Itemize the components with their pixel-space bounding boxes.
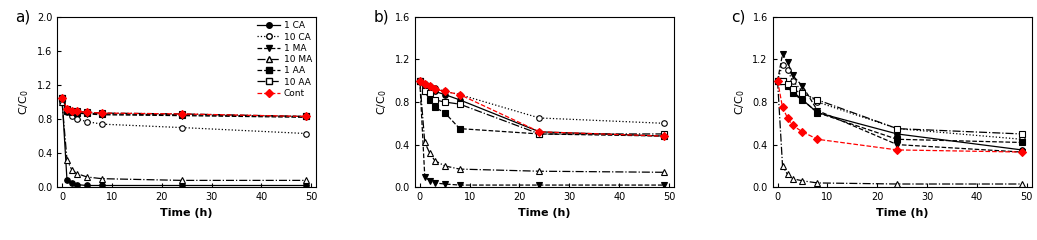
Y-axis label: C/C$_0$: C/C$_0$ [375, 89, 389, 115]
Y-axis label: C/C$_0$: C/C$_0$ [18, 89, 31, 115]
Y-axis label: C/C$_0$: C/C$_0$ [733, 89, 747, 115]
X-axis label: Time (h): Time (h) [518, 208, 570, 218]
Legend: 1 CA, 10 CA, 1 MA, 10 MA, 1 AA, 10 AA, Cont: 1 CA, 10 CA, 1 MA, 10 MA, 1 AA, 10 AA, C… [255, 19, 313, 100]
X-axis label: Time (h): Time (h) [161, 208, 213, 218]
X-axis label: Time (h): Time (h) [876, 208, 928, 218]
Text: b): b) [373, 10, 389, 25]
Text: c): c) [731, 10, 746, 25]
Text: a): a) [16, 10, 31, 25]
